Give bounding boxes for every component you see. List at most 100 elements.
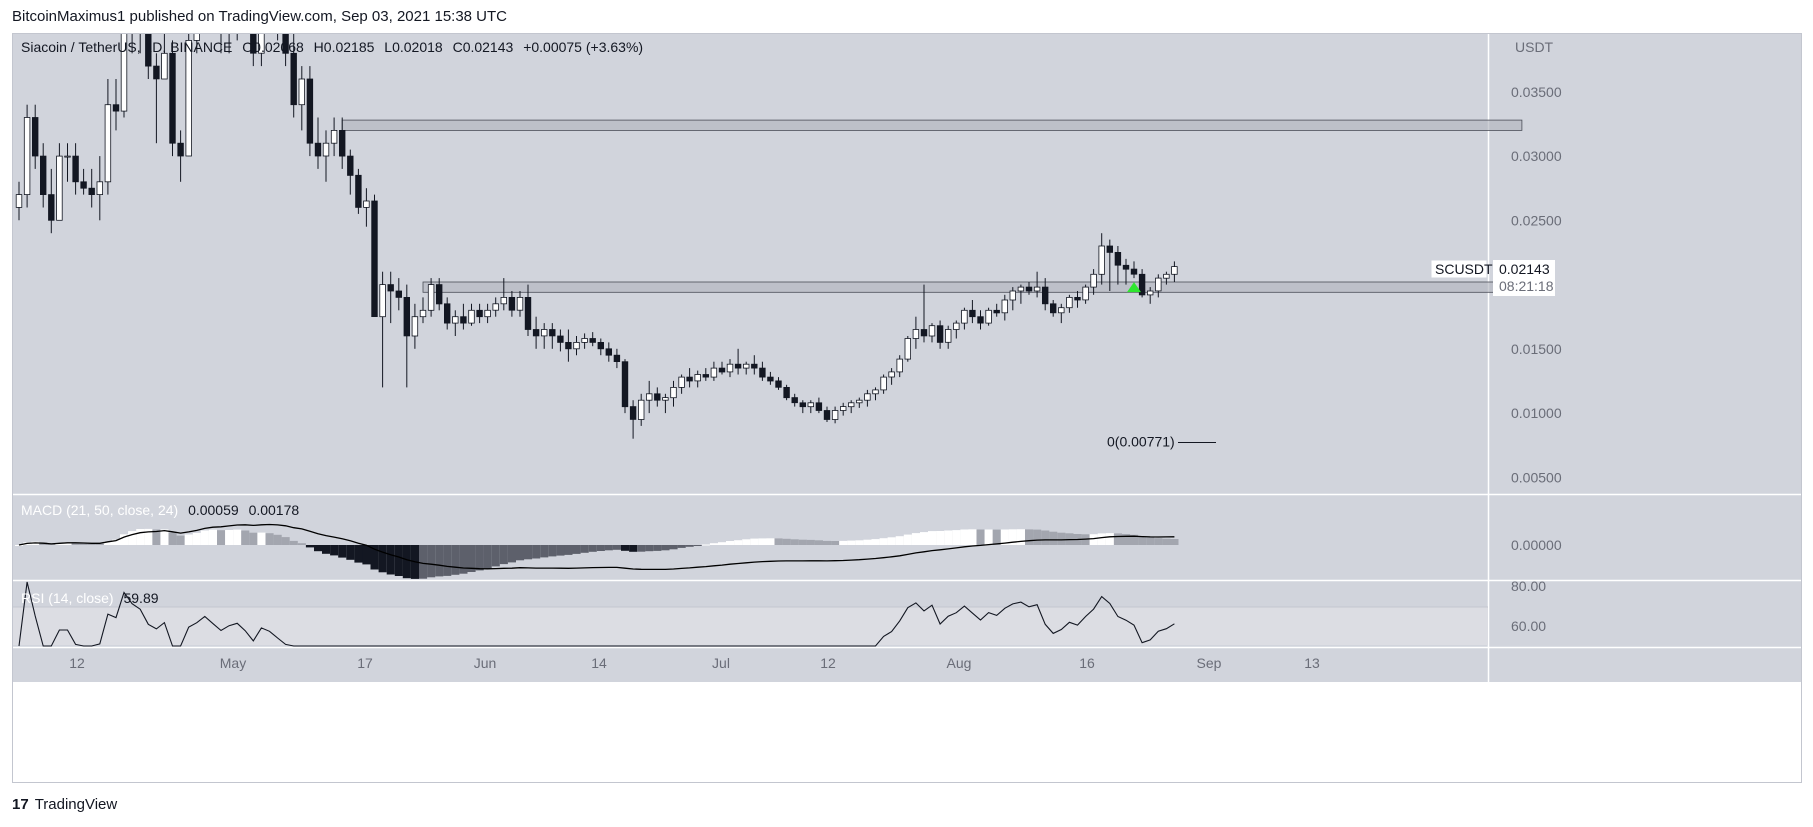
- candle: [1009, 287, 1016, 311]
- candle: [1090, 269, 1097, 295]
- price-zone-0: [341, 119, 1523, 131]
- candle: [936, 320, 944, 349]
- macd-bar: [1113, 533, 1122, 545]
- macd-value-1: 0.00059: [188, 502, 239, 518]
- candle: [928, 323, 936, 343]
- candle: [589, 332, 596, 347]
- symbol-legend: Siacoin / TetherUS, 1D, BINANCE O0.02068…: [21, 39, 643, 55]
- candle: [613, 348, 621, 369]
- svg-text:MACD (21, 50, close, 24): MACD (21, 50, close, 24) 0.00059 0.00178: [21, 502, 299, 518]
- macd-bar: [669, 545, 678, 550]
- time-axis-label: 14: [591, 655, 607, 671]
- macd-bar: [1033, 529, 1042, 545]
- candle: [831, 406, 839, 424]
- macd-bar: [604, 545, 613, 551]
- macd-bar: [112, 539, 121, 545]
- candle: [338, 117, 346, 169]
- macd-bar: [685, 545, 694, 547]
- macd-bar: [782, 538, 791, 545]
- candle: [654, 387, 661, 407]
- time-axis-label: 16: [1079, 655, 1095, 671]
- macd-bar: [289, 540, 298, 545]
- macd-bar: [960, 529, 969, 545]
- macd-bar: [1162, 538, 1171, 545]
- time-axis-label: 12: [69, 655, 85, 671]
- macd-bar: [362, 545, 371, 565]
- candle: [904, 336, 911, 362]
- candle: [524, 284, 532, 336]
- symbol-name: Siacoin / TetherUS, 1D, BINANCE: [21, 39, 232, 55]
- candle: [953, 320, 960, 339]
- macd-bar: [895, 536, 904, 545]
- candle: [1155, 274, 1162, 298]
- macd-bar: [305, 545, 314, 548]
- macd-bar: [984, 529, 993, 545]
- candle: [638, 393, 645, 426]
- candle: [532, 316, 540, 349]
- candle: [1163, 271, 1170, 285]
- macd-bar: [612, 545, 621, 550]
- macd-bar: [257, 532, 266, 545]
- candle: [322, 130, 330, 182]
- candle: [460, 303, 467, 330]
- macd-bar: [1122, 534, 1131, 545]
- candle: [743, 361, 750, 375]
- macd-bar: [402, 545, 411, 579]
- candle: [56, 143, 63, 221]
- candle: [597, 338, 604, 356]
- main-pane-bg: [13, 34, 1488, 494]
- legend-high: H0.02185: [314, 39, 375, 55]
- macd-bar: [823, 540, 832, 545]
- candle: [751, 355, 758, 375]
- macd-bar: [1105, 533, 1114, 545]
- price-tick-label: 0.02500: [1511, 212, 1562, 228]
- candle: [1082, 284, 1089, 304]
- candle: [112, 79, 120, 131]
- rsi-axis-tick-80: 80.00: [1511, 578, 1546, 594]
- macd-bar: [709, 543, 718, 545]
- macd-bar: [564, 545, 573, 555]
- time-axis-label: 13: [1304, 655, 1320, 671]
- candle: [193, 34, 200, 54]
- macd-bar: [103, 541, 112, 545]
- candle: [815, 397, 823, 414]
- candle: [775, 377, 782, 390]
- candle: [726, 359, 734, 378]
- macd-bar: [55, 543, 64, 545]
- svg-text:RSI (14, close) 59.89: RSI (14, close) 59.89: [21, 590, 159, 606]
- macd-bar: [273, 534, 282, 545]
- candle: [72, 143, 79, 195]
- candle: [823, 406, 831, 422]
- candle: [710, 361, 718, 381]
- candle: [39, 143, 47, 208]
- macd-bar: [128, 531, 137, 545]
- macd-bar: [572, 545, 581, 554]
- candle: [104, 79, 112, 195]
- macd-bar: [152, 529, 161, 545]
- candle: [387, 271, 394, 324]
- chart-svg[interactable]: 0(0.00771) Siacoin / TetherUS, 1D, BINAN…: [13, 34, 1801, 782]
- macd-bar: [338, 545, 347, 558]
- macd-bar: [467, 545, 476, 572]
- macd-bar: [653, 545, 662, 551]
- candle: [702, 368, 709, 381]
- candle: [985, 307, 992, 326]
- macd-bar: [208, 529, 217, 545]
- macd-bar: [750, 538, 759, 545]
- macd-bar: [661, 545, 670, 551]
- candle: [993, 303, 1000, 317]
- macd-bar: [766, 538, 775, 545]
- macd-bar: [1154, 538, 1163, 545]
- macd-legend: MACD (21, 50, close, 24): [21, 502, 178, 518]
- tradingview-footer[interactable]: 17 TradingView: [12, 796, 117, 813]
- candle: [686, 368, 693, 388]
- rsi-line: [18, 581, 1175, 647]
- candle: [153, 53, 160, 144]
- candle: [888, 368, 895, 385]
- time-axis-label: Sep: [1197, 655, 1222, 671]
- macd-bar: [701, 544, 710, 546]
- candle: [1098, 233, 1105, 285]
- chart-area[interactable]: 0(0.00771) Siacoin / TetherUS, 1D, BINAN…: [12, 33, 1802, 783]
- candle: [621, 359, 629, 414]
- macd-bar: [806, 539, 815, 545]
